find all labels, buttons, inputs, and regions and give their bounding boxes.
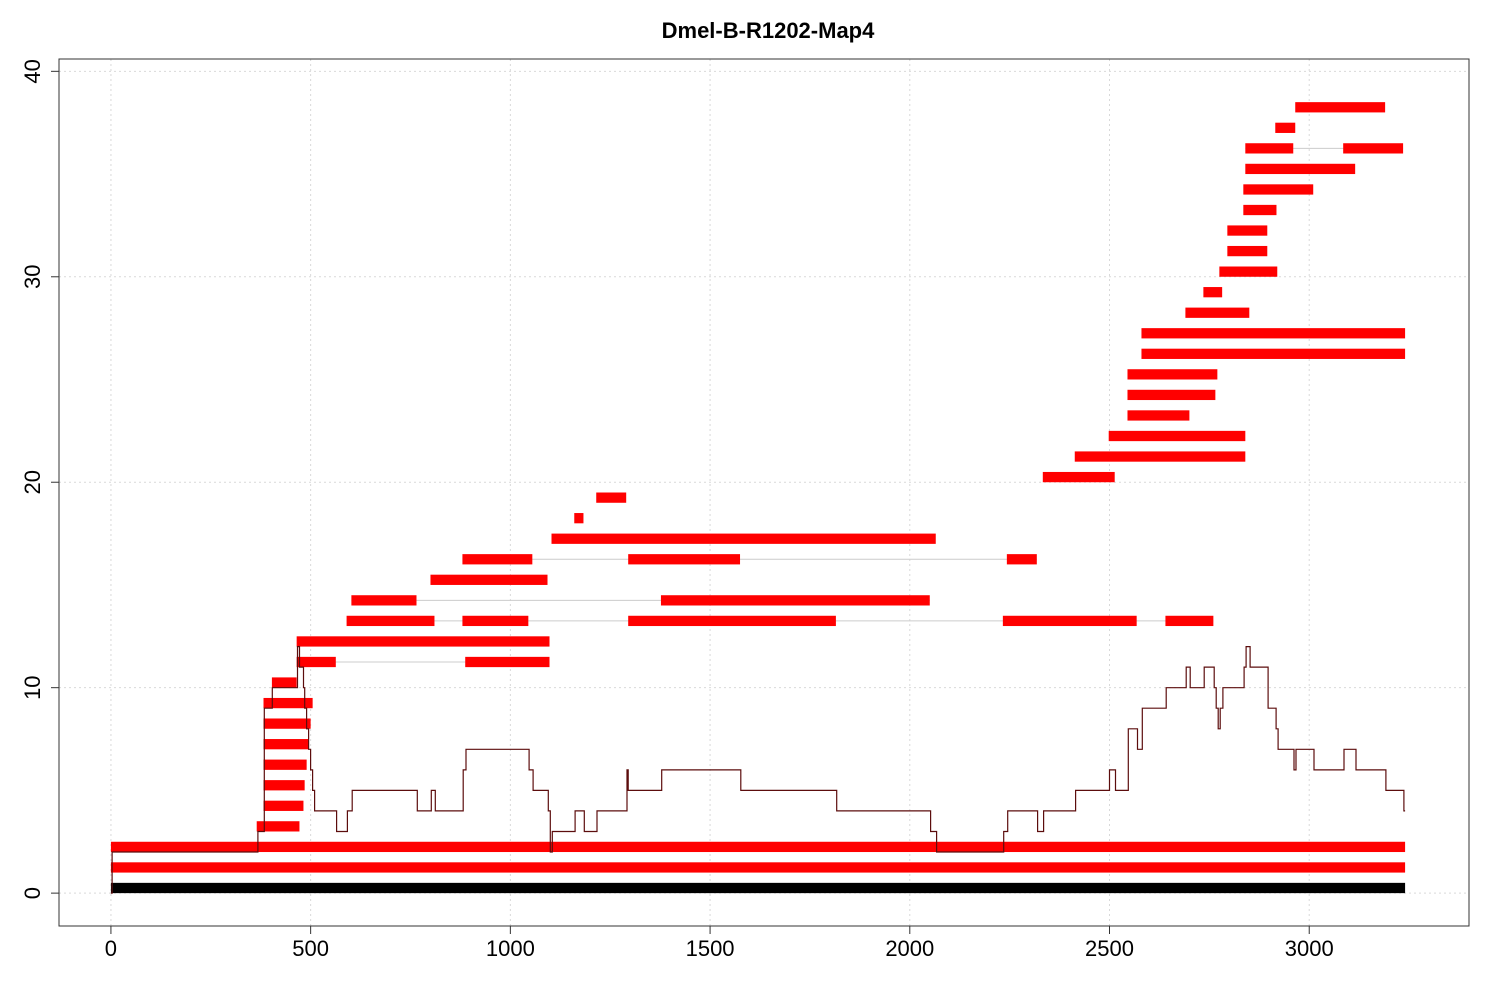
alignment-segment [263, 697, 313, 709]
coverage-line [110, 646, 1406, 894]
alignment-segment [1108, 430, 1246, 442]
alignment-segment [1002, 615, 1137, 627]
alignment-segment [263, 759, 307, 770]
alignment-layer [110, 102, 1406, 894]
alignment-segment [271, 677, 297, 688]
alignment-segment [1185, 307, 1250, 318]
x-tick-label: 1500 [686, 936, 735, 961]
reference-bar [110, 882, 1406, 894]
alignment-segment [1127, 369, 1218, 380]
alignment-segment [110, 862, 1406, 873]
alignment-segment [551, 533, 936, 544]
alignment-segment [263, 718, 311, 729]
x-tick-label: 2000 [885, 936, 934, 961]
alignment-segment [596, 492, 627, 503]
chart-title: Dmel-B-R1202-Map4 [662, 18, 875, 43]
x-tick-label: 1000 [486, 936, 535, 961]
alignment-segment [1243, 184, 1314, 195]
y-tick-label: 10 [20, 675, 45, 699]
alignment-segment [1203, 287, 1223, 298]
alignment-segment [1245, 163, 1356, 175]
alignment-segment [1245, 143, 1294, 154]
alignment-segment [110, 841, 1406, 853]
alignment-segment [346, 615, 435, 627]
alignment-segment [263, 780, 305, 791]
alignment-segment [1042, 471, 1115, 483]
alignment-segment [574, 513, 584, 524]
alignment-segment [263, 800, 304, 811]
alignment-segment [465, 656, 550, 668]
axis-layer: 0 500 1000 1500 2000 2500 3000 0 10 20 30 40 [20, 59, 1334, 961]
x-tick-label: 500 [292, 936, 329, 961]
alignment-segment [1074, 451, 1246, 462]
plot-frame [58, 58, 1470, 927]
alignment-segment [1006, 554, 1037, 565]
alignment-segment [263, 739, 309, 750]
alignment-segment [462, 554, 533, 565]
alignment-segment [296, 636, 550, 647]
alignment-segment [1165, 615, 1214, 627]
x-tick-label: 2500 [1085, 936, 1134, 961]
x-tick-label: 3000 [1285, 936, 1334, 961]
alignment-segment [628, 554, 741, 565]
alignment-segment [430, 574, 548, 585]
alignment-segment [1343, 143, 1404, 154]
alignment-segment [1141, 348, 1406, 359]
alignment-segment [1243, 204, 1277, 216]
alignment-segment [1141, 328, 1406, 339]
x-tick-label: 0 [105, 936, 117, 961]
alignment-segment [628, 615, 836, 627]
y-tick-label: 30 [20, 265, 45, 289]
alignment-segment [1227, 245, 1268, 257]
alignment-segment [1295, 102, 1386, 113]
coverage-layer [110, 646, 1406, 894]
alignment-segment [1219, 266, 1278, 277]
y-tick-label: 20 [20, 470, 45, 494]
alignment-segment [1227, 225, 1268, 236]
alignment-segment [660, 595, 930, 606]
y-tick-label: 40 [20, 59, 45, 83]
alignment-segment [296, 656, 336, 668]
alignment-segment [256, 821, 300, 832]
alignment-segment [1127, 389, 1216, 401]
y-tick-label: 0 [20, 887, 45, 899]
alignment-segment [462, 615, 529, 627]
alignment-segment [351, 595, 417, 606]
alignment-segment [1275, 122, 1296, 133]
alignment-segment [1127, 410, 1190, 421]
